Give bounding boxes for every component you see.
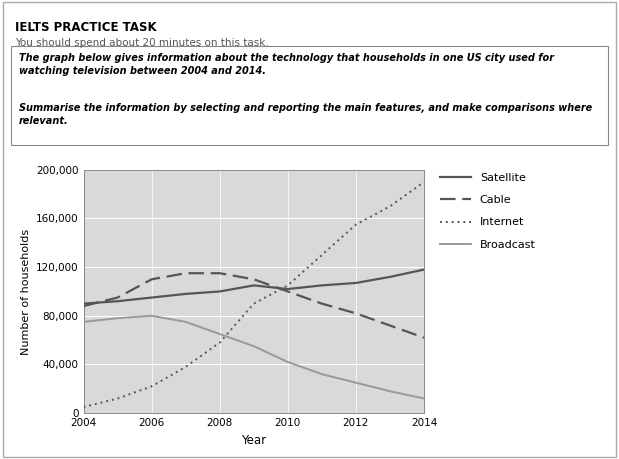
Legend: Satellite, Cable, Internet, Broadcast: Satellite, Cable, Internet, Broadcast <box>439 173 535 250</box>
Text: The graph below gives information about the technology that households in one US: The graph below gives information about … <box>19 53 553 76</box>
Text: You should spend about 20 minutes on this task.: You should spend about 20 minutes on thi… <box>15 38 269 48</box>
Text: IELTS PRACTICE TASK: IELTS PRACTICE TASK <box>15 21 157 34</box>
Text: Summarise the information by selecting and reporting the main features, and make: Summarise the information by selecting a… <box>19 103 592 127</box>
X-axis label: Year: Year <box>241 433 266 447</box>
Y-axis label: Number of households: Number of households <box>20 229 30 354</box>
